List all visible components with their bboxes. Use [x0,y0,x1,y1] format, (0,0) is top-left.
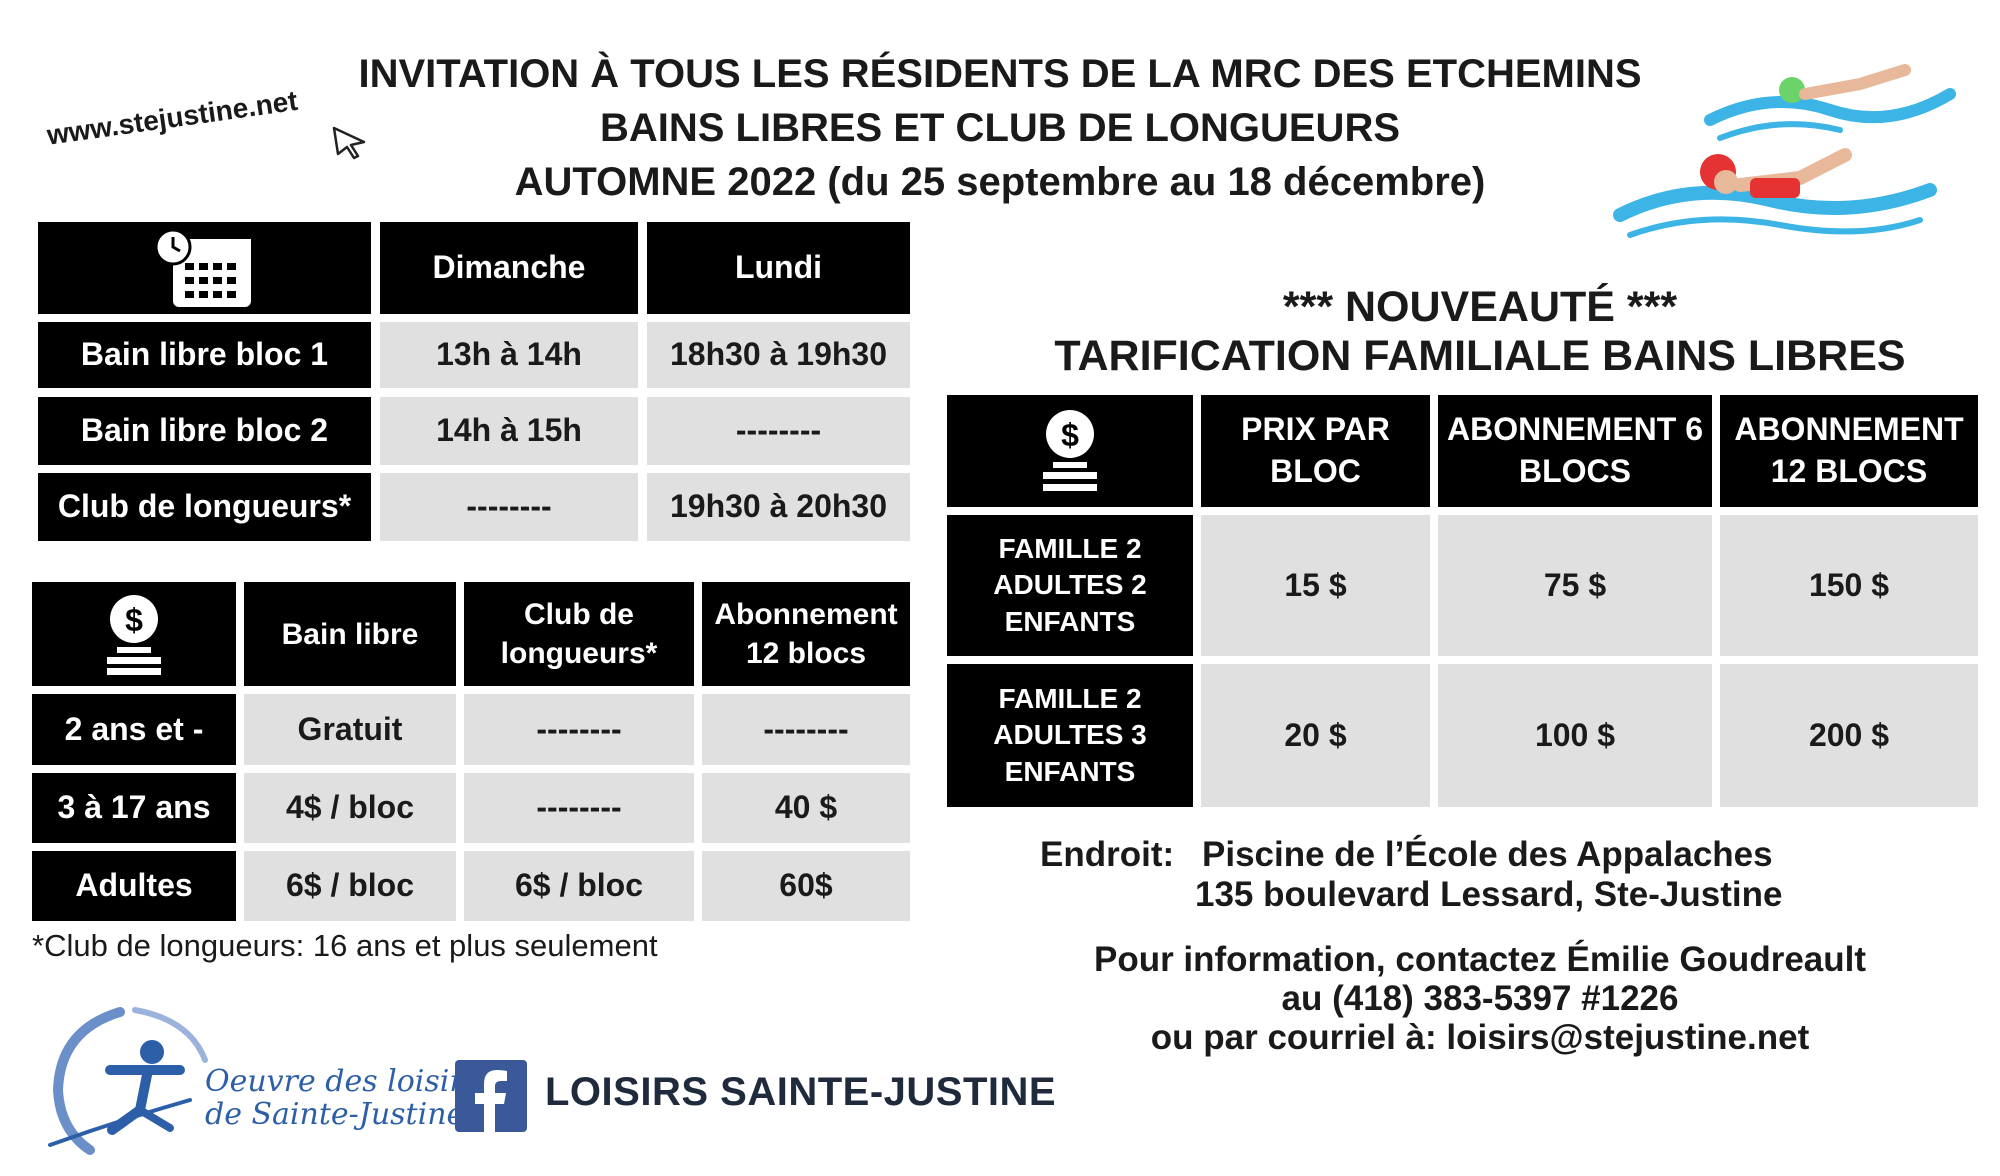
facebook-page-label[interactable]: LOISIRS SAINTE-JUSTINE [545,1070,1057,1114]
pricing-cell: -------- [464,694,694,765]
schedule-row-label: Bain libre bloc 2 [38,397,371,465]
pricing-col-club: Club de longueurs* [464,582,694,686]
family-col-abonnement-12: ABONNEMENT 12 BLOCS [1720,395,1978,507]
pricing-col-bain-libre: Bain libre [244,582,456,686]
title-line-3: AUTOMNE 2022 (du 25 septembre au 18 déce… [514,160,1486,204]
pricing-row-label: 3 à 17 ans [32,773,236,843]
nouveaute-heading: *** NOUVEAUTÉ *** [1282,283,1678,331]
pricing-cell: -------- [464,773,694,843]
location-line-1: Piscine de l’École des Appalaches [1202,835,1773,874]
money-coins-icon: $ [1043,410,1097,491]
family-cell: 200 $ [1720,664,1978,807]
contact-line-3[interactable]: ou par courriel à: loisirs@stejustine.ne… [1150,1018,1810,1057]
pricing-cell: 40 $ [702,773,910,843]
schedule-col-lundi: Lundi [647,222,910,314]
svg-text:$: $ [1061,417,1079,453]
schedule-cell: -------- [647,397,910,465]
family-pricing-heading: TARIFICATION FAMILIALE BAINS LIBRES [1054,332,1906,380]
pricing-row-label: 2 ans et - [32,694,236,765]
schedule-cell: 18h30 à 19h30 [647,322,910,388]
svg-text:$: $ [125,602,143,638]
footnote: *Club de longueurs: 16 ans et plus seule… [32,928,658,963]
pricing-cell: 6$ / bloc [464,851,694,921]
logo-text-line-2: de Sainte-Justine [205,1097,465,1132]
family-cell: 100 $ [1438,664,1712,807]
swimmers-illustration [1613,64,1956,238]
facebook-icon[interactable] [455,1060,527,1132]
family-cell: 20 $ [1201,664,1430,807]
loisirs-logo-icon [48,1007,208,1155]
pricing-header-icon-cell: $ [32,582,236,686]
logo-text-line-1: Oeuvre des loisirs [205,1064,480,1099]
title-line-1: INVITATION À TOUS LES RÉSIDENTS DE LA MR… [358,52,1642,96]
pricing-cell: 60$ [702,851,910,921]
pricing-cell: Gratuit [244,694,456,765]
title-line-2: BAINS LIBRES ET CLUB DE LONGUEURS [599,106,1401,150]
location-line-2: 135 boulevard Lessard, Ste-Justine [1195,875,1783,914]
pricing-cell: 4$ / bloc [244,773,456,843]
pricing-col-abonnement: Abonnement 12 blocs [702,582,910,686]
schedule-row-label: Bain libre bloc 1 [38,322,371,388]
schedule-cell: 19h30 à 20h30 [647,473,910,541]
contact-line-2: au (418) 383-5397 #1226 [1281,979,1679,1018]
family-col-prix: PRIX PAR BLOC [1201,395,1430,507]
schedule-header-icon-cell [38,222,371,314]
family-cell: 15 $ [1201,515,1430,656]
family-col-abonnement-6: ABONNEMENT 6 BLOCS [1438,395,1712,507]
family-cell: 150 $ [1720,515,1978,656]
family-row-label: FAMILLE 2 ADULTES 3 ENFANTS [947,664,1193,807]
calendar-clock-icon [154,228,251,307]
family-row-label: FAMILLE 2 ADULTES 2 ENFANTS [947,515,1193,656]
location-label: Endroit: [1040,835,1175,874]
schedule-cell: -------- [380,473,638,541]
pricing-cell: -------- [702,694,910,765]
schedule-col-dimanche: Dimanche [380,222,638,314]
pricing-cell: 6$ / bloc [244,851,456,921]
cursor-arrow-icon [332,126,366,160]
contact-line-1: Pour information, contactez Émilie Goudr… [1093,940,1867,979]
schedule-cell: 13h à 14h [380,322,638,388]
family-header-icon-cell: $ [947,395,1193,507]
pricing-row-label: Adultes [32,851,236,921]
schedule-cell: 14h à 15h [380,397,638,465]
schedule-row-label: Club de longueurs* [38,473,371,541]
money-coins-icon: $ [107,595,161,675]
family-cell: 75 $ [1438,515,1712,656]
